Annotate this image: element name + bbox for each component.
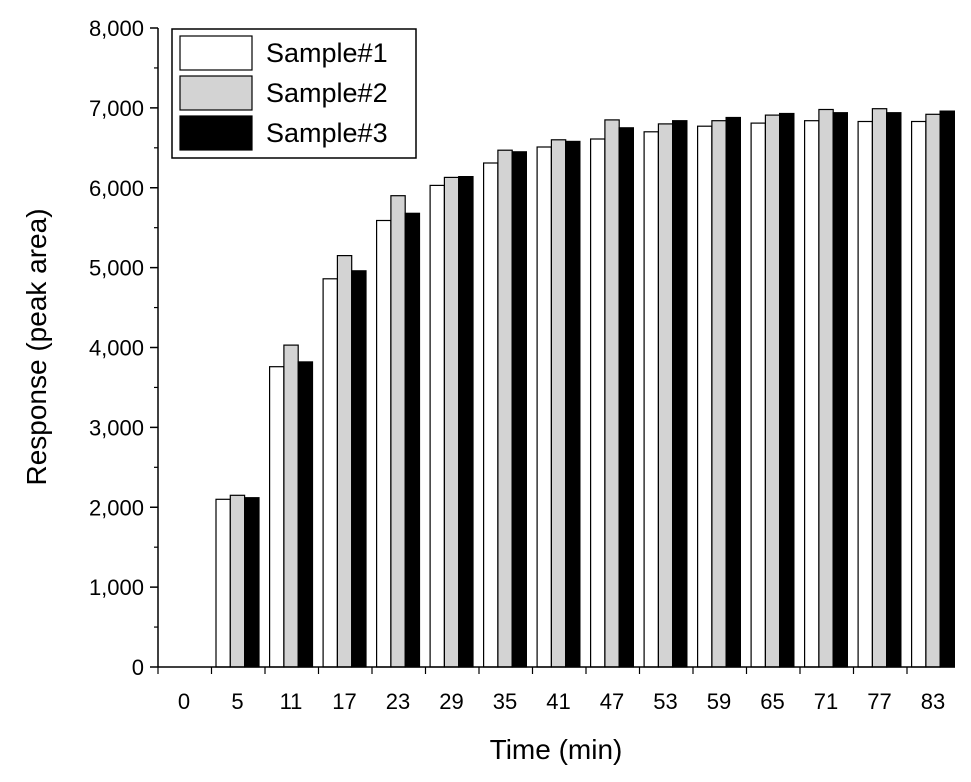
legend-label-3: Sample#3 — [266, 118, 388, 148]
bar-s2-53 — [657, 123, 674, 668]
x-tick-label-17: 17 — [332, 689, 356, 714]
bar-s1-71 — [803, 120, 820, 668]
y-axis-title: Response (peak area) — [21, 208, 52, 485]
bar-s1-11 — [269, 366, 285, 668]
x-tick-label-53: 53 — [653, 689, 677, 714]
x-tick-label-77: 77 — [867, 689, 891, 714]
bar-s1-65 — [750, 122, 766, 668]
x-tick-label-0: 0 — [178, 689, 190, 714]
bar-s3-29 — [458, 176, 474, 668]
bar-s2-11 — [283, 344, 299, 668]
bar-s3-47 — [618, 127, 634, 668]
bar-s1-59 — [696, 125, 713, 668]
x-axis-title: Time (min) — [490, 734, 623, 765]
bar-s3-5 — [244, 497, 260, 668]
bar-s2-77 — [871, 108, 888, 668]
legend-label-2: Sample#2 — [266, 78, 388, 108]
y-tick-label-7: 7,000 — [89, 96, 144, 121]
bars-layer — [215, 108, 955, 668]
bar-s3-53 — [671, 120, 688, 668]
y-tick-label-6: 6,000 — [89, 176, 144, 201]
bar-s1-5 — [215, 498, 231, 668]
bar-s3-35 — [511, 151, 527, 668]
legend-label-1: Sample#1 — [266, 38, 388, 68]
y-tick-label-8: 8,000 — [89, 16, 144, 41]
x-tick-label-35: 35 — [493, 689, 517, 714]
bar-s2-71 — [818, 108, 834, 668]
legend-swatch-3 — [179, 115, 253, 151]
bar-s2-17 — [336, 255, 353, 668]
legend-swatch-2 — [179, 75, 253, 111]
bar-s1-47 — [589, 138, 606, 668]
x-tick-label-11: 11 — [280, 689, 303, 714]
bar-s1-17 — [322, 278, 339, 668]
x-tick-label-47: 47 — [600, 689, 624, 714]
x-tick-label-23: 23 — [386, 689, 410, 714]
y-tick-label-1: 1,000 — [89, 575, 144, 600]
x-tick-label-71: 71 — [814, 689, 838, 714]
bar-s3-65 — [778, 112, 795, 668]
bar-s1-35 — [483, 162, 499, 668]
bar-s1-29 — [429, 184, 446, 668]
y-tick-label-0: 0 — [132, 655, 144, 680]
bar-s2-59 — [711, 120, 727, 668]
bar-s2-47 — [604, 119, 620, 668]
y-tick-label-5: 5,000 — [89, 256, 144, 281]
bar-s3-77 — [885, 112, 902, 668]
legend-swatch-1 — [179, 35, 253, 71]
bar-s2-35 — [497, 149, 513, 668]
x-tick-label-41: 41 — [546, 689, 570, 714]
x-tick-label-59: 59 — [707, 689, 731, 714]
y-tick-label-2: 2,000 — [89, 495, 144, 520]
bar-s3-71 — [832, 112, 848, 668]
bar-s1-77 — [857, 120, 873, 668]
bar-s1-83 — [910, 120, 927, 668]
bar-s2-23 — [390, 195, 406, 668]
bar-s3-59 — [725, 116, 741, 668]
bar-s1-41 — [536, 146, 552, 668]
bar-s3-11 — [297, 361, 314, 668]
x-tick-label-5: 5 — [231, 689, 243, 714]
ticks-layer: 0 1,000 2,000 3,000 4,000 5,000 6,000 7,000 8,00… — [89, 16, 945, 714]
bar-s2-65 — [764, 114, 781, 668]
bar-s3-17 — [351, 270, 367, 668]
bar-s2-29 — [443, 176, 460, 668]
x-tick-label-29: 29 — [439, 689, 463, 714]
bar-s2-5 — [229, 494, 246, 668]
y-tick-label-3: 3,000 — [89, 415, 144, 440]
bar-s3-41 — [564, 140, 581, 668]
bar-s2-41 — [550, 139, 567, 668]
y-tick-label-4: 4,000 — [89, 336, 144, 361]
x-tick-label-65: 65 — [760, 689, 784, 714]
bar-s1-23 — [376, 219, 392, 668]
x-tick-label-83: 83 — [921, 689, 945, 714]
bar-s3-23 — [404, 212, 421, 668]
legend: Sample#1 Sample#2 Sample#3 — [171, 28, 417, 159]
bar-s2-83 — [925, 113, 941, 668]
bar-s1-53 — [643, 131, 659, 668]
bar-s3-83 — [939, 110, 955, 668]
